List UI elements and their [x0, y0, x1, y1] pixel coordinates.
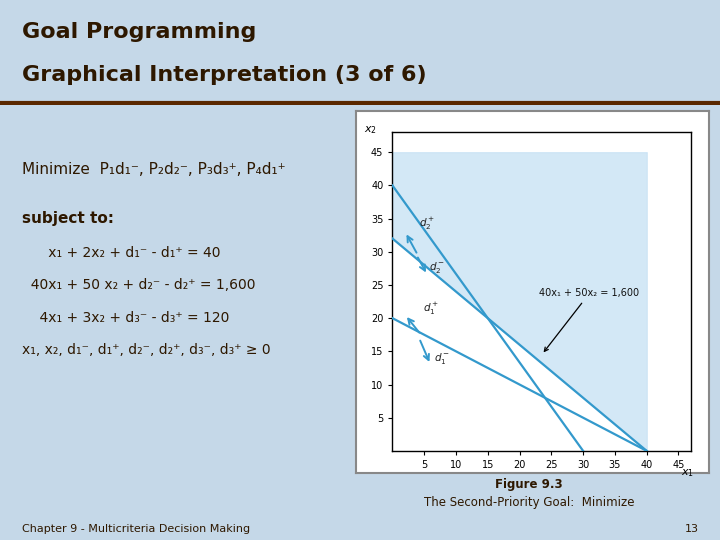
Text: Figure 9.3: Figure 9.3	[495, 478, 563, 491]
Text: Graphical Interpretation (3 of 6): Graphical Interpretation (3 of 6)	[22, 65, 426, 85]
Text: $d_1^+$: $d_1^+$	[423, 300, 439, 316]
Text: $x_2$: $x_2$	[364, 124, 377, 136]
Text: 4x₁ + 3x₂ + d₃⁻ - d₃⁺ = 120: 4x₁ + 3x₂ + d₃⁻ - d₃⁺ = 120	[22, 310, 229, 325]
Text: Goal Programming: Goal Programming	[22, 22, 256, 42]
Text: Minimize  P₁d₁⁻, P₂d₂⁻, P₃d₃⁺, P₄d₁⁺: Minimize P₁d₁⁻, P₂d₂⁻, P₃d₃⁺, P₄d₁⁺	[22, 162, 285, 177]
Text: x₁, x₂, d₁⁻, d₁⁺, d₂⁻, d₂⁺, d₃⁻, d₃⁺ ≥ 0: x₁, x₂, d₁⁻, d₁⁺, d₂⁻, d₂⁺, d₃⁻, d₃⁺ ≥ 0	[22, 343, 270, 357]
Text: $d_1^-$: $d_1^-$	[433, 352, 450, 366]
Text: subject to:: subject to:	[22, 211, 114, 226]
Text: 40x₁ + 50x₂ = 1,600: 40x₁ + 50x₂ = 1,600	[539, 288, 639, 352]
Text: The Second-Priority Goal:  Minimize: The Second-Priority Goal: Minimize	[424, 496, 634, 509]
Text: Chapter 9 - Multicriteria Decision Making: Chapter 9 - Multicriteria Decision Makin…	[22, 524, 250, 534]
Text: $d_2^+$: $d_2^+$	[419, 215, 435, 232]
Text: $d_2^-$: $d_2^-$	[429, 260, 446, 275]
Text: $x_1$: $x_1$	[681, 468, 695, 480]
Text: 40x₁ + 50 x₂ + d₂⁻ - d₂⁺ = 1,600: 40x₁ + 50 x₂ + d₂⁻ - d₂⁺ = 1,600	[22, 278, 255, 292]
Text: x₁ + 2x₂ + d₁⁻ - d₁⁺ = 40: x₁ + 2x₂ + d₁⁻ - d₁⁺ = 40	[22, 246, 220, 260]
Text: 13: 13	[685, 524, 698, 534]
